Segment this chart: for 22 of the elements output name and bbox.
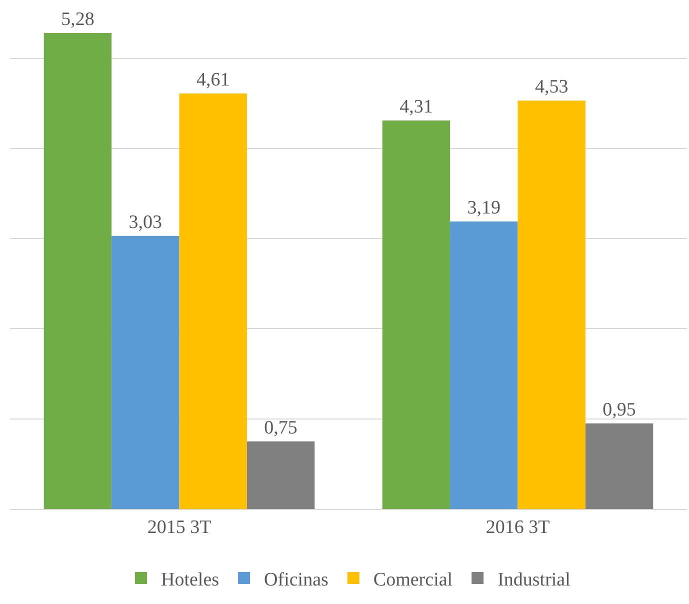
legend-label: Industrial: [498, 569, 570, 590]
data-label: 4,31: [400, 96, 433, 118]
x-tick-label: 2015 3T: [147, 516, 212, 538]
data-label: 5,28: [61, 9, 94, 30]
data-label: 3,19: [467, 197, 501, 218]
legend-label: Comercial: [373, 569, 453, 590]
data-label: 4,61: [196, 69, 230, 90]
legend-label: Oficinas: [264, 569, 328, 590]
bar: [450, 221, 518, 509]
data-label: 0,75: [264, 417, 298, 438]
legend-label: Hoteles: [161, 569, 220, 590]
x-tick-label: 2016 3T: [486, 516, 550, 538]
bar: [585, 423, 654, 509]
bar: [179, 93, 247, 509]
bar: [518, 100, 586, 509]
data-label: 0,95: [602, 399, 636, 420]
data-label: 4,53: [534, 76, 568, 98]
bar: [382, 120, 450, 509]
data-label: 3,03: [128, 212, 162, 233]
bar: [246, 441, 315, 509]
bar: [44, 33, 112, 509]
bar: [112, 236, 180, 509]
